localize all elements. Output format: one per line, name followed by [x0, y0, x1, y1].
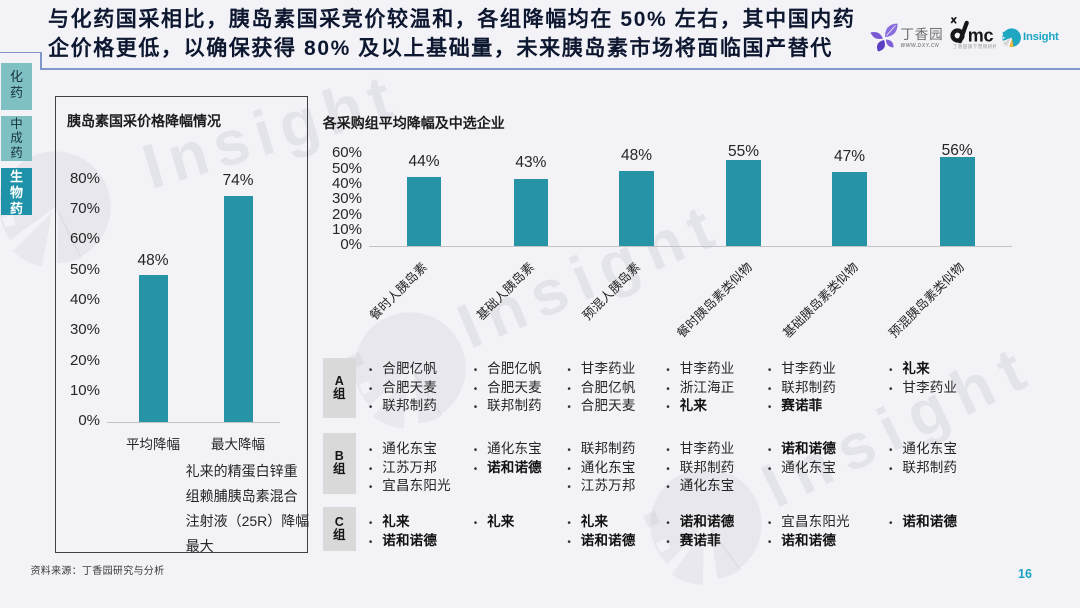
svg-text:mc: mc [968, 25, 994, 45]
svg-text:丁香园旗下营销机构: 丁香园旗下营销机构 [953, 43, 996, 50]
